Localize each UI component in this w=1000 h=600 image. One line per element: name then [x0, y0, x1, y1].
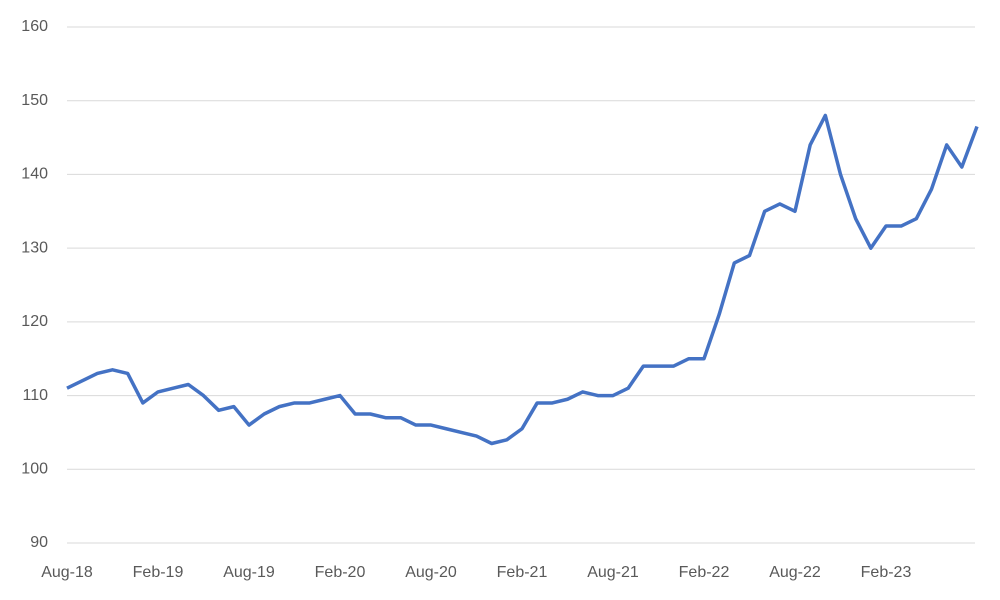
y-tick-label: 90: [30, 534, 48, 551]
x-tick-label: Aug-19: [223, 564, 275, 581]
x-tick-label: Feb-20: [315, 564, 366, 581]
x-tick-label: Aug-20: [405, 564, 457, 581]
x-tick-label: Aug-18: [41, 564, 93, 581]
y-tick-label: 100: [21, 461, 48, 478]
x-tick-label: Feb-21: [497, 564, 548, 581]
y-tick-label: 120: [21, 313, 48, 330]
y-tick-label: 160: [21, 18, 48, 35]
y-tick-label: 130: [21, 239, 48, 256]
x-tick-label: Feb-23: [861, 564, 912, 581]
y-tick-label: 150: [21, 92, 48, 109]
x-tick-label: Feb-22: [679, 564, 730, 581]
x-tick-label: Aug-21: [587, 564, 639, 581]
data-line: [66, 113, 979, 446]
x-tick-label: Aug-22: [769, 564, 821, 581]
y-tick-label: 110: [22, 387, 48, 404]
y-tick-label: 140: [21, 166, 48, 183]
x-tick-label: Feb-19: [133, 564, 184, 581]
